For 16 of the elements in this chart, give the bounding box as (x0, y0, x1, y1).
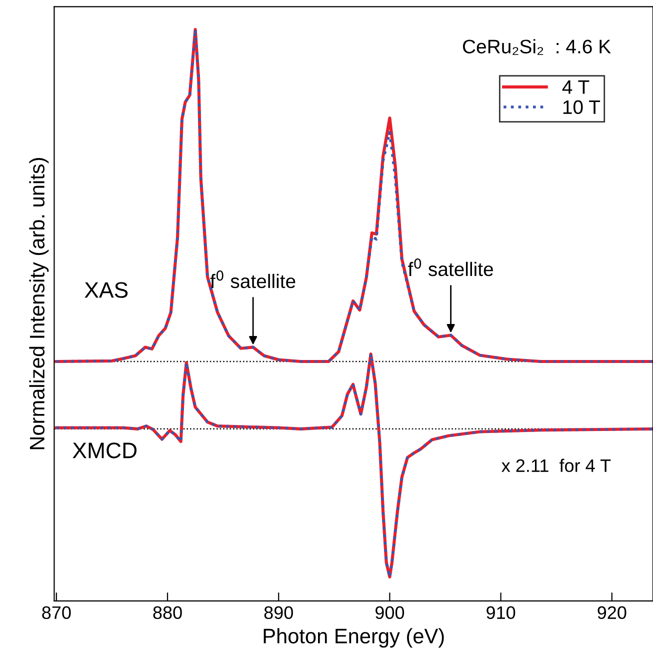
annotation: f$^{0}$ satellite (408, 258, 493, 276)
annotation: XAS (84, 282, 128, 298)
x-tick-label: 870 (42, 606, 71, 620)
annotation: x 2.11 for 4 T (502, 458, 611, 472)
y-axis-title: Normalized Intensity (arb. units) (29, 158, 49, 450)
x-tick-label: 910 (486, 606, 516, 620)
x-tick-label: 880 (153, 606, 182, 620)
x-tick-label: 900 (375, 606, 404, 620)
annotation: f$^{0}$ satellite (210, 270, 296, 288)
x-tick-label: 920 (598, 606, 626, 620)
legend-label: 4 T (562, 80, 590, 94)
legend-label: 10 T (563, 100, 600, 114)
x-axis-title: Photon Energy (eV) (264, 628, 444, 648)
annotation: XMCD (72, 442, 137, 458)
x-tick-label: 890 (264, 606, 293, 620)
annotation: CeRu₂Si₂ : 4.6 K (462, 39, 611, 55)
